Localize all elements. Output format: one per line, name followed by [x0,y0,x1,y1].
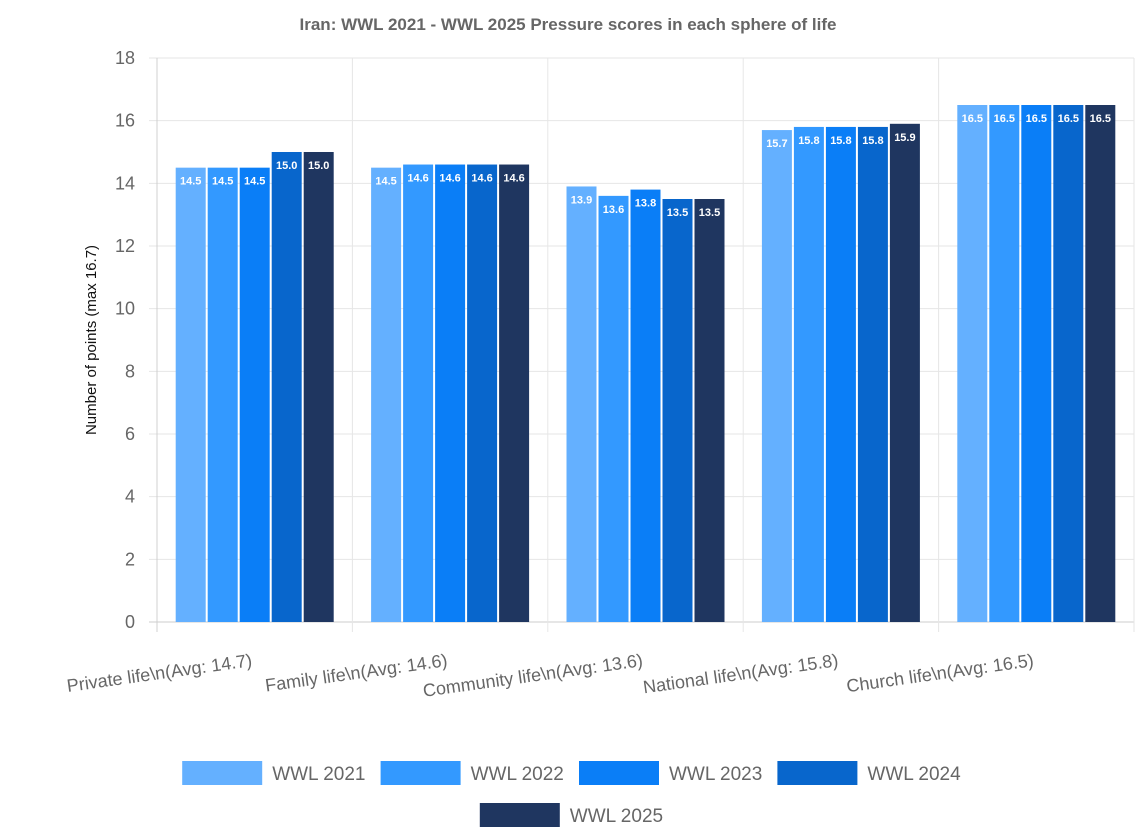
bar-value-label: 15.0 [308,160,329,172]
legend-label: WWL 2024 [867,764,961,785]
bar-value-label: 15.0 [276,160,297,172]
legend-label: WWL 2023 [669,764,762,785]
y-tick-label: 8 [125,361,135,381]
bar [207,167,238,622]
bar-value-label: 13.9 [571,194,592,206]
bar [889,123,920,623]
x-category-label: Community life\n(Avg: 13.6) [422,650,644,701]
x-category-label: Church life\n(Avg: 16.5) [845,650,1035,696]
bar-value-label: 13.6 [603,204,624,216]
bar [1085,105,1116,622]
x-category-label: Private life\n(Avg: 14.7) [66,650,254,696]
y-tick-label: 16 [115,111,135,131]
y-axis-label: Number of points (max 16.7) [83,245,100,435]
y-tick-label: 14 [115,173,135,193]
bar [371,167,402,622]
bar-value-label: 14.6 [471,173,492,185]
x-category-label: National life\n(Avg: 15.8) [642,650,840,697]
bar-value-label: 13.8 [635,198,656,210]
bar [1021,105,1052,622]
bar-value-label: 15.7 [766,138,787,150]
bar [403,164,434,623]
bar-value-label: 13.5 [667,207,688,219]
bar [566,186,597,622]
bar-value-label: 13.5 [699,207,720,219]
y-tick-label: 6 [125,424,135,444]
bar-value-label: 16.5 [962,113,983,125]
bar [694,199,725,622]
y-tick-label: 10 [115,299,135,319]
bar [857,126,888,622]
legend: WWL 2021 WWL 2022 WWL 2023 WWL 2024 WWL 2025 [182,761,961,827]
bar-value-label: 15.9 [894,132,915,144]
bar [598,195,629,622]
bar [989,105,1020,622]
bar-value-label: 16.5 [1058,113,1079,125]
bar-value-label: 14.6 [503,173,524,185]
bar-value-label: 14.6 [439,173,460,185]
bar [435,164,466,623]
bar [467,164,498,623]
bar [662,199,693,622]
y-tick-label: 0 [125,612,135,632]
bar [957,105,988,622]
legend-swatch [579,761,659,785]
bar [825,126,856,622]
bar-value-label: 15.8 [830,135,851,147]
legend-label: WWL 2025 [570,806,663,827]
bar [793,126,824,622]
bar [271,152,302,622]
y-tick-label: 12 [115,236,135,256]
chart-title: Iran: WWL 2021 - WWL 2025 Pressure score… [300,15,837,34]
bar-value-label: 14.5 [212,176,233,188]
bar-value-label: 16.5 [994,113,1015,125]
bar-value-label: 14.5 [180,176,201,188]
bar-value-label: 14.5 [244,176,265,188]
bar-value-label: 16.5 [1026,113,1047,125]
bar [1053,105,1084,622]
bar [761,130,792,623]
y-tick-label: 4 [125,487,135,507]
bar-value-label: 14.6 [407,173,428,185]
y-tick-label: 18 [115,48,135,68]
bar [499,164,530,623]
bar [239,167,270,622]
x-category-label: Family life\n(Avg: 14.6) [264,650,449,695]
bar-value-label: 15.8 [862,135,883,147]
bar [175,167,206,622]
bar [303,152,334,622]
bar-value-label: 16.5 [1090,113,1111,125]
legend-label: WWL 2021 [272,764,365,785]
bar-value-label: 15.8 [798,135,819,147]
bars: 14.5 14.5 14.5 15.0 15.0 14.5 14.6 14.6 14.6 14.6… [175,105,1116,623]
legend-swatch [479,803,560,827]
legend-swatch [777,761,858,785]
bar [630,189,661,622]
bar-value-label: 14.5 [375,176,396,188]
legend-swatch [182,761,263,785]
legend-label: WWL 2022 [471,764,564,785]
y-tick-label: 2 [125,549,135,569]
legend-swatch [380,761,461,785]
